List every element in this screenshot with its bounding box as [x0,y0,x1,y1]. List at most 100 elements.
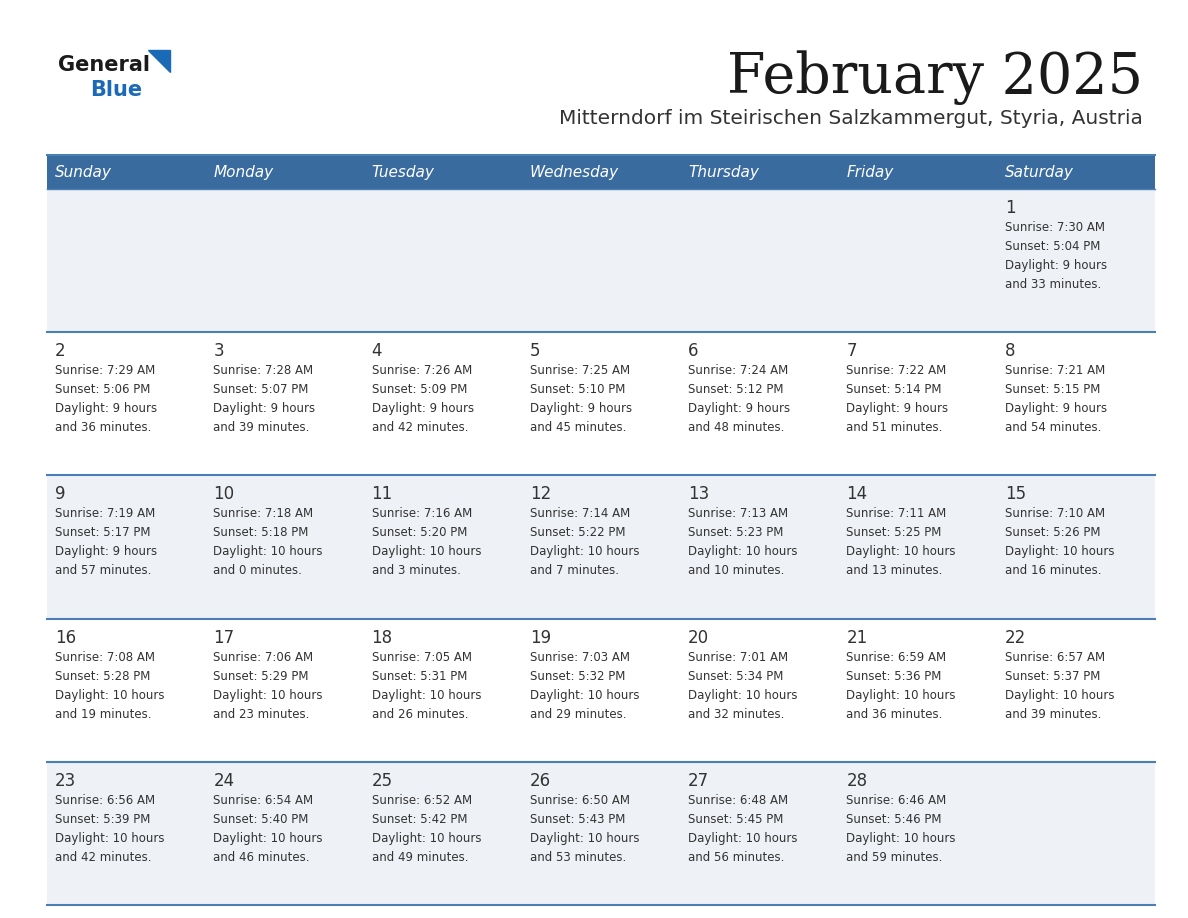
Text: Daylight: 10 hours: Daylight: 10 hours [688,545,797,558]
Text: Mitterndorf im Steirischen Salzkammergut, Styria, Austria: Mitterndorf im Steirischen Salzkammergut… [560,108,1143,128]
Text: 27: 27 [688,772,709,789]
Text: Daylight: 10 hours: Daylight: 10 hours [214,832,323,845]
Text: Sunrise: 6:59 AM: Sunrise: 6:59 AM [846,651,947,664]
Text: Sunrise: 7:28 AM: Sunrise: 7:28 AM [214,364,314,377]
Text: 8: 8 [1005,342,1016,360]
Bar [48,332,1155,476]
Text: Sunrise: 7:05 AM: Sunrise: 7:05 AM [372,651,472,664]
Text: Sunrise: 6:50 AM: Sunrise: 6:50 AM [530,794,630,807]
Text: 24: 24 [214,772,234,789]
Text: Sunrise: 7:26 AM: Sunrise: 7:26 AM [372,364,472,377]
Text: Sunset: 5:15 PM: Sunset: 5:15 PM [1005,383,1100,397]
Text: Sunrise: 7:11 AM: Sunrise: 7:11 AM [846,508,947,521]
Text: 13: 13 [688,486,709,503]
Text: Thursday: Thursday [688,164,759,180]
Bar [48,189,1155,332]
Text: Sunset: 5:40 PM: Sunset: 5:40 PM [214,812,309,826]
Text: Sunrise: 7:18 AM: Sunrise: 7:18 AM [214,508,314,521]
Text: Blue: Blue [90,80,143,100]
Text: Sunset: 5:36 PM: Sunset: 5:36 PM [846,669,942,683]
Text: Sunset: 5:07 PM: Sunset: 5:07 PM [214,383,309,397]
Text: Friday: Friday [846,164,893,180]
Text: Wednesday: Wednesday [530,164,619,180]
Text: Tuesday: Tuesday [372,164,435,180]
Text: Sunset: 5:37 PM: Sunset: 5:37 PM [1005,669,1100,683]
Text: and 39 minutes.: and 39 minutes. [214,421,310,434]
Text: and 36 minutes.: and 36 minutes. [846,708,943,721]
Text: Sunset: 5:20 PM: Sunset: 5:20 PM [372,526,467,540]
Text: Sunrise: 7:16 AM: Sunrise: 7:16 AM [372,508,472,521]
Text: and 48 minutes.: and 48 minutes. [688,421,784,434]
Text: and 33 minutes.: and 33 minutes. [1005,278,1101,291]
Text: Daylight: 10 hours: Daylight: 10 hours [530,545,639,558]
Text: Sunset: 5:12 PM: Sunset: 5:12 PM [688,383,784,397]
Text: Sunset: 5:06 PM: Sunset: 5:06 PM [55,383,151,397]
Text: February 2025: February 2025 [727,50,1143,106]
Text: Sunset: 5:29 PM: Sunset: 5:29 PM [214,669,309,683]
Text: 25: 25 [372,772,393,789]
Text: Saturday: Saturday [1005,164,1074,180]
Text: 21: 21 [846,629,867,646]
Text: Daylight: 10 hours: Daylight: 10 hours [55,688,164,701]
Text: Sunset: 5:10 PM: Sunset: 5:10 PM [530,383,625,397]
Text: and 51 minutes.: and 51 minutes. [846,421,943,434]
Text: and 36 minutes.: and 36 minutes. [55,421,151,434]
Text: Daylight: 9 hours: Daylight: 9 hours [55,545,157,558]
Text: 6: 6 [688,342,699,360]
Text: 19: 19 [530,629,551,646]
Text: 5: 5 [530,342,541,360]
Text: Sunset: 5:23 PM: Sunset: 5:23 PM [688,526,784,540]
Text: Daylight: 10 hours: Daylight: 10 hours [372,832,481,845]
Text: Sunrise: 6:54 AM: Sunrise: 6:54 AM [214,794,314,807]
Text: and 45 minutes.: and 45 minutes. [530,421,626,434]
Text: 2: 2 [55,342,65,360]
Text: 26: 26 [530,772,551,789]
Text: Daylight: 10 hours: Daylight: 10 hours [688,688,797,701]
Text: Sunrise: 7:24 AM: Sunrise: 7:24 AM [688,364,789,377]
Text: and 7 minutes.: and 7 minutes. [530,565,619,577]
Text: Sunset: 5:26 PM: Sunset: 5:26 PM [1005,526,1100,540]
Text: Sunset: 5:43 PM: Sunset: 5:43 PM [530,812,625,826]
Text: Sunset: 5:45 PM: Sunset: 5:45 PM [688,812,784,826]
Bar [839,155,997,189]
Text: Sunrise: 7:19 AM: Sunrise: 7:19 AM [55,508,156,521]
Text: 16: 16 [55,629,76,646]
Text: and 3 minutes.: and 3 minutes. [372,565,461,577]
Text: Sunset: 5:17 PM: Sunset: 5:17 PM [55,526,151,540]
Text: and 42 minutes.: and 42 minutes. [55,851,152,864]
Text: Daylight: 9 hours: Daylight: 9 hours [214,402,315,415]
Text: 22: 22 [1005,629,1026,646]
Text: Daylight: 9 hours: Daylight: 9 hours [688,402,790,415]
Text: Daylight: 10 hours: Daylight: 10 hours [1005,545,1114,558]
Text: Daylight: 10 hours: Daylight: 10 hours [55,832,164,845]
Text: Daylight: 10 hours: Daylight: 10 hours [214,545,323,558]
Text: Sunrise: 7:22 AM: Sunrise: 7:22 AM [846,364,947,377]
Text: 28: 28 [846,772,867,789]
Text: General: General [58,55,150,75]
Text: 15: 15 [1005,486,1026,503]
Text: Daylight: 9 hours: Daylight: 9 hours [530,402,632,415]
Text: and 32 minutes.: and 32 minutes. [688,708,784,721]
Text: Daylight: 10 hours: Daylight: 10 hours [530,688,639,701]
Bar [364,155,522,189]
Bar [48,619,1155,762]
Text: and 16 minutes.: and 16 minutes. [1005,565,1101,577]
Polygon shape [148,50,170,72]
Text: Sunset: 5:46 PM: Sunset: 5:46 PM [846,812,942,826]
Text: 12: 12 [530,486,551,503]
Text: Sunrise: 7:13 AM: Sunrise: 7:13 AM [688,508,789,521]
Text: Sunset: 5:25 PM: Sunset: 5:25 PM [846,526,942,540]
Text: Sunrise: 7:30 AM: Sunrise: 7:30 AM [1005,221,1105,234]
Text: Sunset: 5:39 PM: Sunset: 5:39 PM [55,812,151,826]
Text: Daylight: 10 hours: Daylight: 10 hours [214,688,323,701]
Text: 7: 7 [846,342,857,360]
Text: Daylight: 9 hours: Daylight: 9 hours [55,402,157,415]
Text: Sunrise: 6:46 AM: Sunrise: 6:46 AM [846,794,947,807]
Text: Sunset: 5:32 PM: Sunset: 5:32 PM [530,669,625,683]
Text: and 56 minutes.: and 56 minutes. [688,851,784,864]
Text: Sunset: 5:34 PM: Sunset: 5:34 PM [688,669,784,683]
Text: Sunrise: 6:56 AM: Sunrise: 6:56 AM [55,794,156,807]
Text: and 26 minutes.: and 26 minutes. [372,708,468,721]
Text: Monday: Monday [214,164,273,180]
Text: Sunrise: 7:10 AM: Sunrise: 7:10 AM [1005,508,1105,521]
